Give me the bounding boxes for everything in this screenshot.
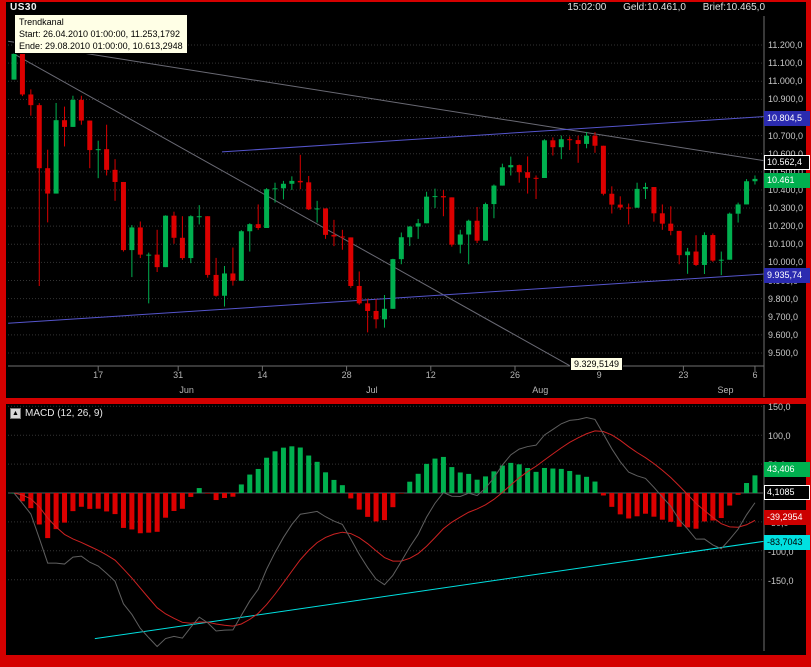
indicator-icon: ▲ [10,408,21,419]
ask-label: Brief:10.465,0 [702,2,765,13]
uptrend-channel-lower [8,273,764,324]
price-tick-label: 9.500,0 [768,348,799,358]
price-tick-label: 10.000,0 [768,257,804,268]
time-tick-label: 31 [173,370,184,380]
price-panel [6,2,806,398]
price-tick-label: 10.300,0 [768,203,804,214]
downtrend-line [13,53,570,367]
macd-indicator-label[interactable]: ▲ MACD (12, 26, 9) [10,408,103,419]
price-tick-label: 11.200,0 [768,40,803,50]
tooltip-title: Trendkanal [19,17,64,27]
price-tick-label: 10.100,0 [768,239,804,250]
bid-label: Geld:10.461,0 [623,2,686,13]
tooltip-start: Start: 26.04.2010 01:00:00, 11.253,1792 [19,29,180,39]
macd-trendline-badge: -83,7043 [764,535,810,551]
price-chart-surface[interactable] [6,2,766,398]
macd-tick-label: -100,0 [768,546,794,557]
time-tick-label: 12 [425,370,436,380]
time-tick-label: 17 [93,370,104,380]
uptrend-channel-upper [221,116,764,153]
macd-label-text: MACD (12, 26, 9) [25,408,103,419]
last-price-badge: 10.461 [764,172,810,188]
macd-signal-badge: -39,2954 [764,509,810,525]
macd-main-line [13,417,756,648]
time-label: 15:02:00 [567,2,607,13]
price-trendlines [8,40,764,367]
tooltip-end: Ende: 29.08.2010 01:00:00, 10.613,2948 [19,41,183,51]
price-tick-label: 11.100,0 [768,58,803,69]
macd-tick-label: 100,0 [768,431,791,442]
price-tick-label: 10.600,0 [768,149,803,160]
symbol-label: US30 [10,2,38,13]
trendline-price-badge: 10.562,4 [764,154,810,170]
price-tick-label: 10.900,0 [768,94,804,105]
trendline-end-value-label: 9.329,5149 [570,357,624,371]
price-tick-label: 11.000,0 [768,76,803,87]
price-tick-label: 9.600,0 [768,329,799,340]
channel-upper-price-badge: 10.804,5 [764,110,810,126]
price-tick-label: 9.800,0 [768,293,799,304]
price-tick-label: 10.400,0 [768,184,804,195]
price-tick-label: 10.200,0 [768,221,804,232]
macd-signal-line [13,430,756,627]
price-tick-label: 10.700,0 [768,130,804,141]
macd-trendline [94,540,764,640]
time-tick-label: 9 [596,370,602,380]
time-tick-label: 28 [341,370,352,380]
price-tick-label: 10.500,0 [768,166,804,177]
month-tick-label: Aug [532,385,549,395]
candles [11,53,758,333]
downtrend-channel-upper [8,40,764,162]
month-tick-label: Jul [366,385,378,395]
macd-line-badge: 4,1085 [764,484,810,500]
macd-tick-label: 150,0 [768,402,791,413]
macd-histogram [11,446,758,539]
price-tick-label: 9.700,0 [768,311,799,322]
month-tick-label: Jun [179,385,194,395]
time-tick-label: 14 [257,370,268,380]
time-tick-label: 6 [752,370,758,380]
macd-tick-label: -150,0 [768,575,794,586]
macd-histogram-badge: 43,406 [764,461,810,477]
quote-header: 15:02:00 Geld:10.461,0 Brief:10.465,0 [553,2,765,13]
price-axis-frame [8,16,765,397]
time-tick-label: 26 [509,370,520,380]
macd-chart-surface[interactable] [6,405,766,651]
trendchannel-tooltip: Trendkanal Start: 26.04.2010 01:00:00, 1… [14,14,188,54]
channel-lower-price-badge: 9.935,74 [764,268,810,284]
month-tick-label: Sep [717,385,734,395]
time-tick-label: 23 [678,370,689,380]
